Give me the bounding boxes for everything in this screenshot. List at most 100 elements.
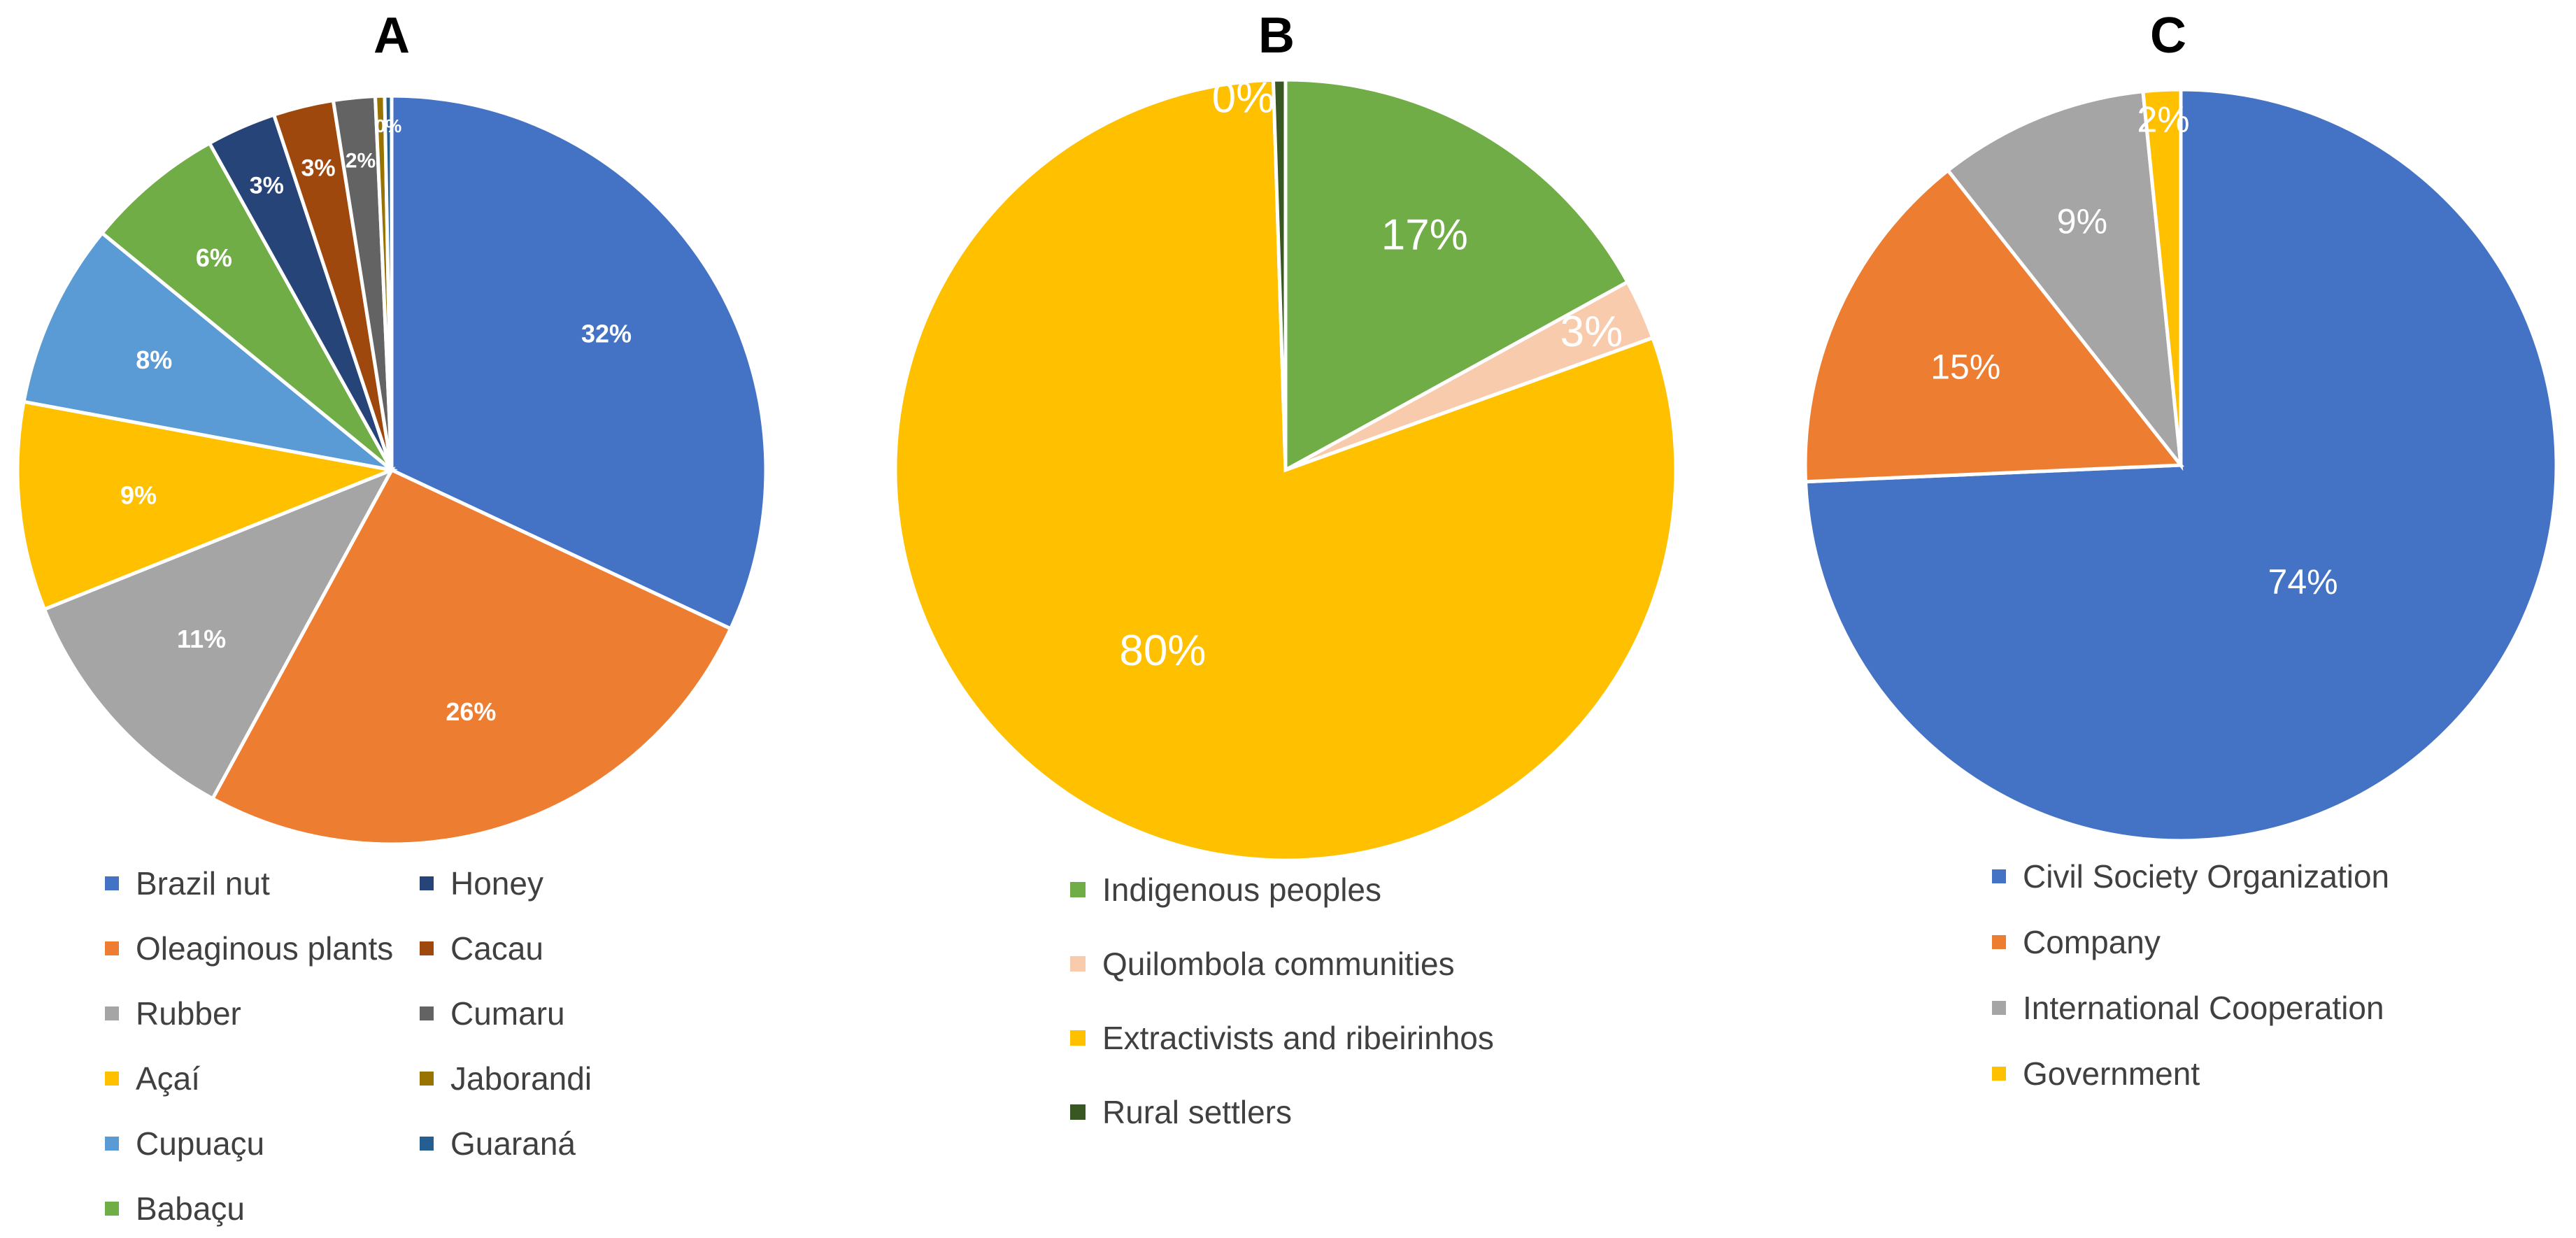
legend-label-government: Government <box>2023 1055 2200 1092</box>
legend-item-babacu: Babaçu <box>105 1190 245 1227</box>
legend-label-quilombola-communities: Quilombola communities <box>1102 946 1455 982</box>
legend-swatch-international-cooperation <box>1992 1001 2006 1015</box>
legend-item-international-cooperation: International Cooperation <box>1992 990 2384 1026</box>
legend-item-honey: Honey <box>420 865 543 902</box>
slice-cupuacu <box>22 230 393 472</box>
panel-b-title: B <box>1258 8 1295 64</box>
legend-label-jaborandi: Jaborandi <box>450 1060 592 1097</box>
legend-item-cupuacu: Cupuaçu <box>105 1125 264 1162</box>
data-label-cumaru: 2% <box>346 150 376 173</box>
data-label-extractivists-and-ribeirinhos: 80% <box>1119 627 1206 675</box>
data-label-guarana: 0% <box>376 115 402 136</box>
slice-indigenous-peoples <box>1283 78 1630 474</box>
data-label-cacau: 3% <box>301 155 336 182</box>
legend-swatch-oleaginous-plants <box>105 941 119 955</box>
data-label-indigenous-peoples: 17% <box>1381 211 1468 259</box>
panel-b: B 17% 3% 80% 0% Indigenous peoples Quilombol… <box>893 8 1678 1130</box>
legend-swatch-acai <box>105 1072 119 1086</box>
legend-swatch-babacu <box>105 1202 119 1216</box>
legend-label-rural-settlers: Rural settlers <box>1102 1094 1292 1130</box>
data-label-babacu: 6% <box>196 243 232 272</box>
legend-label-oleaginous-plants: Oleaginous plants <box>136 930 393 967</box>
pie-c-labels: 74% 15% 9% 2% <box>1930 100 2337 602</box>
data-label-honey: 3% <box>250 173 284 199</box>
legend-label-extractivists-and-ribeirinhos: Extractivists and ribeirinhos <box>1102 1020 1494 1056</box>
legend-swatch-guarana <box>420 1137 434 1151</box>
data-label-rural-settlers: 0% <box>1212 73 1275 122</box>
pie-b-labels: 17% 3% 80% 0% <box>1119 73 1623 675</box>
legend-label-acai: Açaí <box>136 1060 200 1097</box>
pie-c: 74% 15% 9% 2% <box>1803 87 2559 843</box>
legend-swatch-company <box>1992 935 2006 949</box>
legend-label-cacau: Cacau <box>450 930 543 967</box>
legend-item-extractivists-and-ribeirinhos: Extractivists and ribeirinhos <box>1070 1020 1494 1056</box>
slice-company <box>1803 168 2184 484</box>
slice-rural-settlers <box>1271 78 1288 471</box>
legend-item-quilombola-communities: Quilombola communities <box>1070 946 1455 982</box>
legend-swatch-cacau <box>420 941 434 955</box>
slice-rubber <box>42 467 396 802</box>
legend-item-jaborandi: Jaborandi <box>420 1060 592 1097</box>
legend-item-acai: Açaí <box>105 1060 200 1097</box>
legend-swatch-civil-society-organization <box>1992 869 2006 883</box>
legend-item-cumaru: Cumaru <box>420 995 565 1032</box>
legend-item-brazil-nut: Brazil nut <box>105 865 270 902</box>
legend-swatch-brazil-nut <box>105 876 119 890</box>
slice-extractivists-and-ribeirinhos <box>893 78 1678 862</box>
pie-a-labels: 32% 26% 11% 9% 8% 6% 3% 3% 2%0% <box>120 115 632 726</box>
legend-swatch-rural-settlers <box>1070 1104 1086 1120</box>
data-label-cupuacu: 8% <box>136 346 172 374</box>
legend-item-rubber: Rubber <box>105 995 241 1032</box>
data-label-quilombola-communities: 3% <box>1560 308 1623 356</box>
legend-item-guarana: Guaraná <box>420 1125 576 1162</box>
legend-label-civil-society-organization: Civil Society Organization <box>2023 858 2389 895</box>
pie-a: 32% 26% 11% 9% 8% 6% 3% 3% 2%0% <box>15 94 768 846</box>
legend-swatch-government <box>1992 1067 2006 1081</box>
slice-government <box>2141 87 2183 466</box>
data-label-international-cooperation: 9% <box>2057 202 2107 241</box>
legend-c: Civil Society Organization Company Interna… <box>1992 858 2389 1092</box>
legend-label-brazil-nut: Brazil nut <box>136 865 270 902</box>
legend-item-cacau: Cacau <box>420 930 543 967</box>
legend-label-cumaru: Cumaru <box>450 995 565 1032</box>
slice-babacu <box>99 141 394 471</box>
legend-swatch-cupuacu <box>105 1137 119 1151</box>
data-label-company: 15% <box>1930 347 2000 386</box>
slice-guarana <box>383 94 394 471</box>
legend-label-company: Company <box>2023 924 2161 960</box>
legend-label-international-cooperation: International Cooperation <box>2023 990 2384 1026</box>
data-label-government: 2% <box>2137 100 2190 141</box>
legend-swatch-honey <box>420 876 434 890</box>
legend-label-guarana: Guaraná <box>450 1125 576 1162</box>
legend-swatch-quilombola-communities <box>1070 956 1086 972</box>
legend-item-government: Government <box>1992 1055 2200 1092</box>
data-label-acai: 9% <box>120 481 157 509</box>
data-label-civil-society-organization: 74% <box>2268 562 2338 602</box>
panel-a-title: A <box>373 8 410 64</box>
legend-label-cupuacu: Cupuaçu <box>136 1125 264 1162</box>
legend-swatch-extractivists-and-ribeirinhos <box>1070 1030 1086 1046</box>
data-label-brazil-nut: 32% <box>581 319 632 348</box>
slice-international-cooperation <box>1945 89 2184 471</box>
panel-c-title: C <box>2150 8 2186 64</box>
panel-a: A 32% 26% 11% 9% 8% 6% 3% 3% 2%0% Brazil nut Olea… <box>15 8 768 1227</box>
legend-item-indigenous-peoples: Indigenous peoples <box>1070 871 1381 908</box>
legend-item-company: Company <box>1992 924 2161 960</box>
legend-a: Brazil nut Oleaginous plants Rubber Açaí Cup… <box>105 865 592 1227</box>
legend-swatch-indigenous-peoples <box>1070 882 1086 897</box>
legend-b: Indigenous peoples Quilombola communities… <box>1070 871 1494 1130</box>
panel-c: C 74%15%9%2% Civil Society OrganizationC… <box>1803 8 2559 1092</box>
legend-item-oleaginous-plants: Oleaginous plants <box>105 930 393 967</box>
legend-swatch-rubber <box>105 1006 119 1020</box>
legend-label-honey: Honey <box>450 865 543 902</box>
legend-label-babacu: Babaçu <box>136 1190 245 1227</box>
legend-swatch-cumaru <box>420 1006 434 1020</box>
legend-swatch-jaborandi <box>420 1072 434 1086</box>
slice-brazil-nut <box>390 94 768 632</box>
legend-label-indigenous-peoples: Indigenous peoples <box>1102 871 1381 908</box>
data-label-oleaginous-plants: 26% <box>446 697 496 726</box>
legend-item-rural-settlers: Rural settlers <box>1070 1094 1292 1130</box>
data-label-rubber: 11% <box>177 625 226 653</box>
pie-b: 17% 3% 80% 0% <box>893 73 1678 862</box>
